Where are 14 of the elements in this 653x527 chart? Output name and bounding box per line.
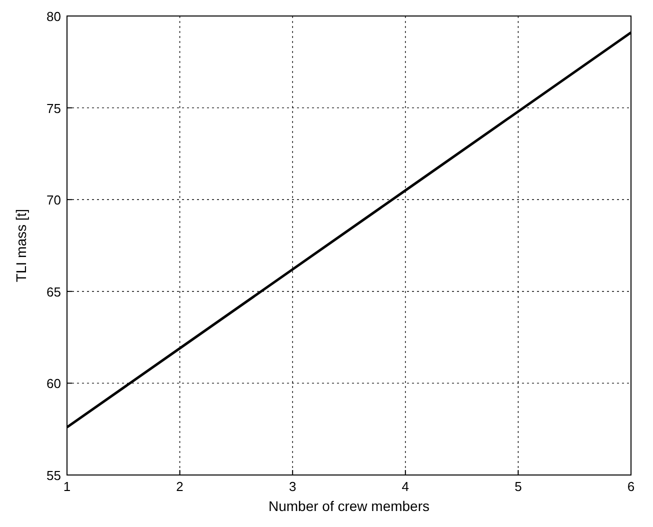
x-tick-label: 3 [288,479,296,494]
x-tick-label: 4 [402,479,410,494]
x-tick-label: 6 [627,479,635,494]
x-tick-label: 5 [514,479,522,494]
x-tick-label: 2 [176,479,184,494]
y-tick-label: 60 [46,376,61,392]
y-tick-label: 70 [46,192,61,208]
y-tick-label: 75 [46,100,61,116]
y-tick-label: 65 [46,284,61,300]
y-axis-title: TLI mass [t] [13,208,29,282]
y-tick-label: 80 [46,9,61,24]
y-tick-label: 55 [46,468,61,483]
x-tick-label: 1 [63,479,71,494]
x-axis-title: Number of crew members [268,498,430,514]
